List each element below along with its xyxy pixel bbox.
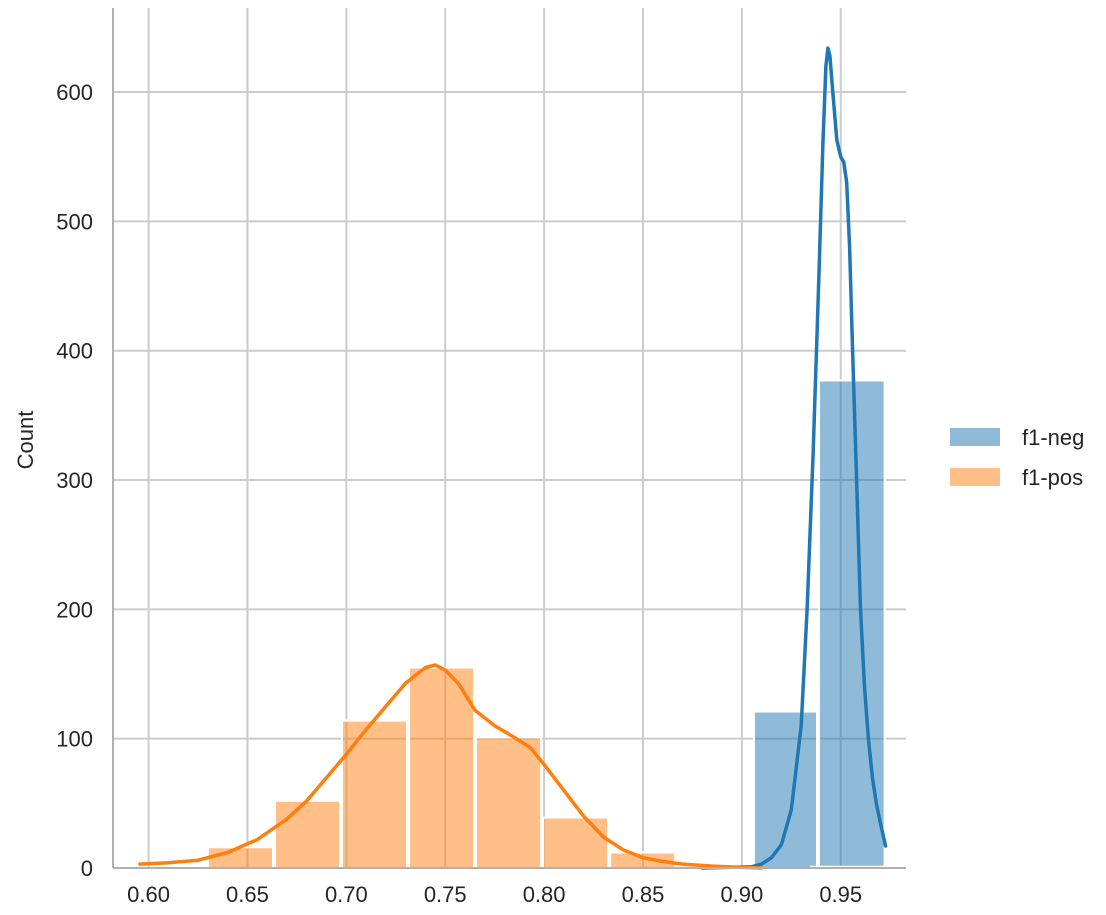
y-tick-label: 100	[56, 727, 93, 752]
y-tick-label: 200	[56, 597, 93, 622]
legend: f1-neg f1-pos	[950, 425, 1084, 490]
y-tick-label: 400	[56, 339, 93, 364]
kde-line-f1-neg	[700, 46, 888, 870]
y-tick-labels: 0 100 200 300 400 500 600	[56, 80, 93, 881]
x-tick-label: 0.95	[819, 882, 862, 907]
axes	[112, 8, 906, 869]
legend-swatch-f1-neg	[950, 428, 1000, 446]
bar-f1-pos	[341, 719, 409, 869]
bar-f1-pos	[273, 799, 342, 870]
bar-f1-pos	[475, 736, 543, 870]
grid-lines	[113, 8, 906, 869]
kde-curves	[138, 46, 888, 870]
y-tick-label: 600	[56, 80, 93, 105]
bar-f1-pos	[542, 816, 610, 869]
kde-line-f1-pos	[138, 663, 764, 870]
x-tick-label: 0.90	[720, 882, 763, 907]
x-tick-label: 0.85	[622, 882, 665, 907]
x-tick-labels: 0.60 0.65 0.70 0.75 0.80 0.85 0.90 0.95	[127, 882, 862, 907]
bar-f1-neg	[752, 710, 818, 869]
bar-f1-pos	[206, 846, 274, 870]
x-tick-label: 0.65	[226, 882, 269, 907]
x-tick-label: 0.75	[424, 882, 467, 907]
bars-f1-pos	[206, 666, 886, 870]
legend-swatch-f1-pos	[950, 468, 1000, 486]
y-tick-label: 300	[56, 468, 93, 493]
x-tick-label: 0.70	[325, 882, 368, 907]
bars-f1-neg	[752, 379, 886, 869]
legend-label-f1-pos: f1-pos	[1022, 465, 1083, 490]
x-tick-label: 0.80	[523, 882, 566, 907]
y-tick-label: 0	[81, 856, 93, 881]
x-tick-label: 0.60	[127, 882, 170, 907]
bar-f1-pos	[408, 666, 476, 870]
y-tick-label: 500	[56, 209, 93, 234]
y-axis-label: Count	[13, 411, 38, 470]
legend-label-f1-neg: f1-neg	[1022, 425, 1084, 450]
